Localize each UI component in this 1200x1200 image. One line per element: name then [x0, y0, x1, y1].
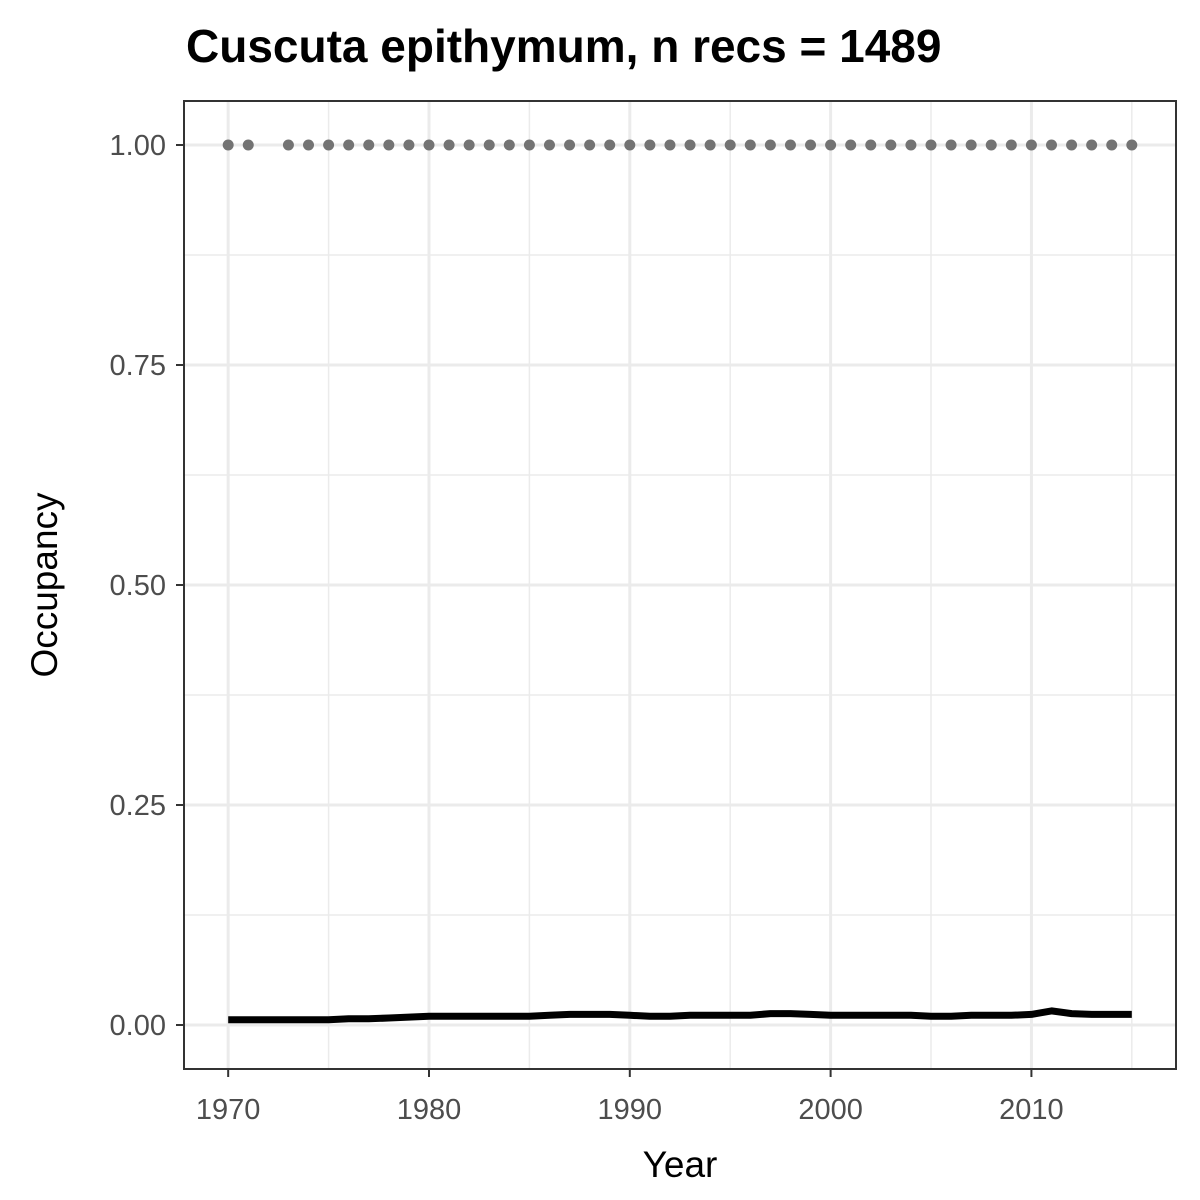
x-tick-label: 1970 — [196, 1094, 261, 1126]
occupancy-point — [483, 139, 495, 151]
occupancy-point — [343, 139, 355, 151]
occupancy-point — [1066, 139, 1078, 151]
y-tick-label: 0.00 — [110, 1010, 166, 1042]
occupancy-point — [744, 139, 756, 151]
y-axis-title: Occupancy — [24, 492, 65, 678]
occupancy-point — [784, 139, 796, 151]
occupancy-point — [865, 139, 877, 151]
chart-title: Cuscuta epithymum, n recs = 1489 — [186, 20, 941, 72]
occupancy-point — [704, 139, 716, 151]
occupancy-point — [1045, 139, 1057, 151]
occupancy-point — [624, 139, 636, 151]
x-axis: 1970 1980 1990 2000 2010 — [196, 1069, 1064, 1126]
occupancy-point — [584, 139, 596, 151]
x-tick-label: 1980 — [397, 1094, 462, 1126]
occupancy-point — [604, 139, 616, 151]
occupancy-point — [1005, 139, 1017, 151]
y-tick-label: 0.25 — [110, 790, 166, 822]
occupancy-point — [543, 139, 555, 151]
occupancy-point — [684, 139, 696, 151]
occupancy-point — [885, 139, 897, 151]
occupancy-points-series — [222, 139, 1138, 151]
occupancy-point — [845, 139, 857, 151]
occupancy-point — [644, 139, 656, 151]
occupancy-point — [1025, 139, 1037, 151]
occupancy-point — [423, 139, 435, 151]
occupancy-point — [282, 139, 294, 151]
y-tick-label: 0.50 — [110, 570, 166, 602]
occupancy-point — [1126, 139, 1138, 151]
x-tick-label: 2010 — [999, 1094, 1064, 1126]
occupancy-point — [443, 139, 455, 151]
occupancy-line-series — [228, 1007, 1132, 1024]
occupancy-point — [1086, 139, 1098, 151]
occupancy-point — [222, 139, 234, 151]
y-tick-label: 0.75 — [110, 350, 166, 382]
y-tick-label: 1.00 — [110, 130, 166, 162]
x-tick-label: 2000 — [798, 1094, 863, 1126]
occupancy-point — [945, 139, 957, 151]
occupancy-point — [664, 139, 676, 151]
occupancy-point — [303, 139, 315, 151]
x-tick-label: 1990 — [598, 1094, 663, 1126]
occupancy-point — [965, 139, 977, 151]
occupancy-point — [825, 139, 837, 151]
occupancy-point — [503, 139, 515, 151]
occupancy-point — [242, 139, 254, 151]
occupancy-point — [383, 139, 395, 151]
occupancy-point — [523, 139, 535, 151]
occupancy-point — [805, 139, 817, 151]
occupancy-point — [985, 139, 997, 151]
occupancy-point — [403, 139, 415, 151]
occupancy-point — [463, 139, 475, 151]
occupancy-point — [1106, 139, 1118, 151]
occupancy-point — [905, 139, 917, 151]
x-axis-title: Year — [643, 1144, 718, 1185]
occupancy-line — [228, 1007, 1132, 1024]
occupancy-point — [363, 139, 375, 151]
occupancy-point — [724, 139, 736, 151]
occupancy-point — [323, 139, 335, 151]
y-axis: 0.00 0.25 0.50 0.75 1.00 — [110, 130, 184, 1042]
occupancy-point — [564, 139, 576, 151]
occupancy-point — [925, 139, 937, 151]
occupancy-point — [764, 139, 776, 151]
